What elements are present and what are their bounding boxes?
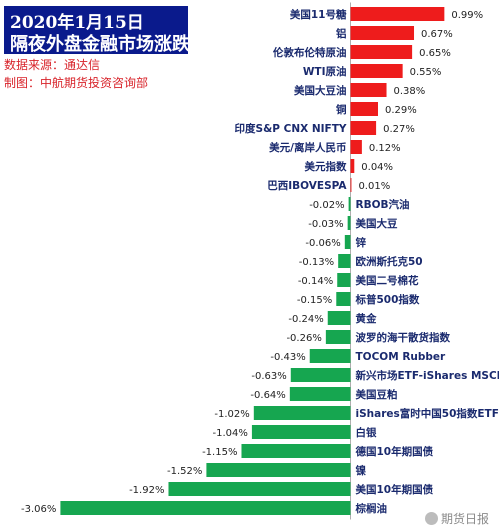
bar (350, 102, 378, 116)
bar (327, 311, 351, 325)
category-label: 美国大豆油 (294, 84, 347, 97)
bar (325, 330, 351, 344)
category-label: 印度S&P CNX NIFTY (235, 122, 347, 135)
category-label: WTI原油 (303, 65, 347, 78)
value-label: -0.64% (250, 390, 285, 401)
category-label: 美国二号棉花 (356, 274, 419, 287)
value-label: -1.52% (167, 466, 202, 477)
category-label: 美国大豆 (356, 217, 398, 230)
value-label: 0.99% (451, 10, 483, 21)
bar (309, 349, 351, 363)
bar (350, 159, 355, 173)
watermark-text: 期货日报 (440, 512, 489, 526)
category-label: 铝 (336, 27, 347, 40)
bar (241, 444, 351, 458)
bar (168, 482, 351, 496)
category-label: 波罗的海干散货指数 (356, 331, 451, 344)
category-label: 黄金 (356, 312, 377, 325)
bar (337, 273, 351, 287)
category-label: 新兴市场ETF-iShares MSCI (356, 369, 499, 382)
category-label: 欧洲斯托克50 (356, 255, 423, 268)
bar (350, 7, 445, 21)
bar (336, 292, 351, 306)
bar (344, 235, 351, 249)
watermark: 期货日报 (424, 510, 489, 527)
value-label: 0.12% (369, 143, 401, 154)
value-label: -0.24% (288, 314, 323, 325)
value-label: -0.14% (298, 276, 333, 287)
category-label: 铜 (336, 103, 347, 116)
value-label: -1.02% (214, 409, 249, 420)
bar (350, 26, 415, 40)
category-label: TOCOM Rubber (356, 351, 447, 363)
category-label: 巴西IBOVESPA (267, 180, 347, 192)
value-label: -0.13% (299, 257, 334, 268)
category-label: 标普500指数 (355, 293, 420, 306)
value-label: 0.27% (383, 124, 415, 135)
bar (290, 368, 351, 382)
value-label: -0.43% (270, 352, 305, 363)
value-label: -1.04% (213, 428, 248, 439)
chart-title: 隔夜外盘金融市场涨跌 (10, 34, 190, 55)
bar (60, 501, 351, 515)
value-label: -1.15% (202, 447, 237, 458)
category-label: 白银 (356, 426, 377, 439)
value-label: 0.65% (419, 48, 451, 59)
value-label: -0.63% (251, 371, 286, 382)
category-label: 棕榈油 (355, 502, 388, 515)
value-label: 0.55% (410, 67, 442, 78)
bar (350, 178, 352, 192)
category-label: 锌 (356, 236, 367, 249)
wechat-icon (424, 512, 438, 525)
bar (350, 121, 377, 135)
value-label: -0.26% (286, 333, 321, 344)
category-label: 美国10年期国债 (356, 483, 434, 496)
bar (251, 425, 351, 439)
category-label: 美元/离岸人民币 (269, 141, 346, 154)
title-box: 2020年1月15日 隔夜外盘金融市场涨跌 (4, 6, 190, 55)
bar (206, 463, 351, 477)
category-label: 伦敦布伦特原油 (272, 46, 347, 59)
chart-title-date: 2020年1月15日 (10, 13, 144, 33)
bar (350, 45, 413, 59)
category-label: 美国11号糖 (290, 8, 347, 21)
bar (350, 64, 403, 78)
value-label: -0.03% (308, 219, 343, 230)
value-label: 0.29% (385, 105, 417, 116)
data-source-text: 数据来源：通达信 (4, 58, 101, 72)
bar (338, 254, 351, 268)
value-label: -0.15% (297, 295, 332, 306)
value-label: 0.67% (421, 29, 453, 40)
bar (289, 387, 351, 401)
bar (350, 83, 387, 97)
category-label: 镍 (356, 464, 367, 477)
value-label: 0.04% (361, 162, 393, 173)
category-label: 德国10年期国债 (355, 445, 434, 458)
bar (347, 216, 351, 230)
bar (253, 406, 351, 420)
chart-maker-text: 制图：中航期货投资咨询部 (4, 76, 149, 90)
value-label: -0.06% (305, 238, 340, 249)
category-label: 美元指数 (305, 160, 347, 173)
value-label: -0.02% (309, 200, 344, 211)
value-label: -1.92% (129, 485, 164, 496)
value-label: 0.38% (394, 86, 426, 97)
category-label: RBOB汽油 (356, 198, 410, 211)
category-label: iShares富时中国50指数ETF (356, 407, 499, 420)
category-label: 美国豆粕 (356, 388, 398, 401)
value-label: 0.01% (358, 181, 390, 192)
bar (348, 197, 351, 211)
bar (350, 140, 362, 154)
value-label: -3.06% (21, 504, 56, 515)
